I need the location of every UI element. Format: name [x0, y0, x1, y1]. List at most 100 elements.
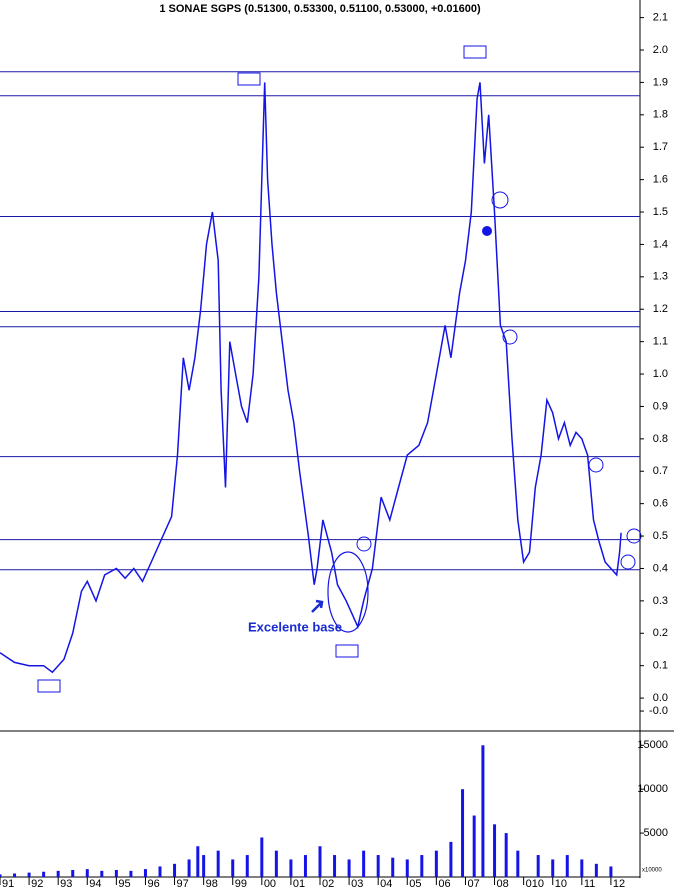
- y-tick-label: 1.7: [653, 141, 668, 153]
- chart-title: 1 SONAE SGPS (0.51300, 0.53300, 0.51100,…: [159, 3, 481, 15]
- volume-bar: [420, 855, 424, 877]
- y-tick-label: 1.8: [653, 109, 668, 121]
- y-tick-label: 1.5: [653, 206, 668, 218]
- x-tick-label: 010: [526, 878, 544, 890]
- volume-bar: [216, 850, 220, 877]
- y-tick-label: -0.0: [649, 705, 668, 717]
- x-tick-label: 99: [235, 878, 247, 890]
- volume-bar: [551, 859, 555, 877]
- x-tick-label: 94: [89, 878, 101, 890]
- volume-bar: [56, 870, 60, 877]
- y-tick-label: 1.9: [653, 76, 668, 88]
- volume-bar: [318, 846, 322, 877]
- volume-bar: [376, 855, 380, 877]
- y-tick-label: 0.8: [653, 433, 668, 445]
- volume-bar: [504, 833, 508, 877]
- marker-dot: [482, 226, 492, 236]
- price-line: [0, 82, 622, 674]
- volume-bar: [565, 855, 569, 877]
- annotation: Excelente base: [248, 619, 342, 634]
- volume-bar: [472, 815, 476, 877]
- volume-bar: [347, 859, 351, 877]
- y-tick-label: 0.2: [653, 627, 668, 639]
- volume-bar: [594, 863, 598, 877]
- volume-bar: [362, 850, 366, 877]
- y-tick-label: 1.1: [653, 336, 668, 348]
- smiley: [502, 329, 518, 345]
- base-ellipse: [327, 551, 369, 633]
- smiley: [356, 536, 372, 552]
- bull-icon: [37, 679, 61, 693]
- volume-tick-label: 15000: [637, 739, 668, 751]
- bear-icon: [237, 72, 261, 86]
- volume-unit: x10000: [642, 868, 662, 874]
- volume-bar: [173, 863, 177, 877]
- y-tick-label: 0.6: [653, 498, 668, 510]
- y-tick-label: 2.1: [653, 12, 668, 24]
- volume-bar: [114, 869, 118, 877]
- volume-bar: [0, 874, 2, 877]
- bull-icon: [335, 644, 359, 658]
- x-tick-label: 05: [409, 878, 421, 890]
- volume-bar: [196, 846, 200, 877]
- x-tick-label: 04: [380, 878, 392, 890]
- x-tick-label: 06: [438, 878, 450, 890]
- y-tick-label: 0.7: [653, 465, 668, 477]
- x-tick-label: 92: [31, 878, 43, 890]
- x-tick-label: 95: [118, 878, 130, 890]
- volume-bar: [143, 869, 147, 877]
- x-tick-label: 01: [293, 878, 305, 890]
- volume-bar: [434, 850, 438, 877]
- x-tick-label: 97: [177, 878, 189, 890]
- arrow: [311, 599, 324, 613]
- x-tick-label: 91: [2, 878, 14, 890]
- volume-bar: [202, 855, 206, 877]
- y-tick-label: 0.3: [653, 595, 668, 607]
- volume-bar: [85, 869, 89, 877]
- volume-bar: [27, 872, 31, 877]
- volume-bar: [158, 866, 162, 877]
- volume-bar: [260, 837, 264, 877]
- volume-bar: [274, 850, 278, 877]
- volume-bar: [516, 850, 520, 877]
- y-tick-label: 1.6: [653, 174, 668, 186]
- bear-icon: [463, 45, 487, 59]
- x-tick-label: 07: [467, 878, 479, 890]
- volume-bar: [187, 859, 191, 877]
- x-tick-label: 96: [147, 878, 159, 890]
- smiley: [491, 191, 509, 209]
- x-tick-label: 12: [613, 878, 625, 890]
- volume-bar: [13, 873, 17, 877]
- y-tick-label: 0.0: [653, 692, 668, 704]
- y-tick-label: 1.4: [653, 238, 668, 250]
- x-tick-label: 08: [497, 878, 509, 890]
- y-tick-label: 0.1: [653, 660, 668, 672]
- x-tick-label: 10: [555, 878, 567, 890]
- y-tick-label: 0.5: [653, 530, 668, 542]
- x-tick-label: 11: [584, 878, 595, 890]
- volume-bar: [231, 859, 235, 877]
- volume-bar: [405, 859, 409, 877]
- y-tick-label: 1.3: [653, 271, 668, 283]
- volume-bar: [449, 841, 453, 877]
- x-tick-label: 98: [206, 878, 218, 890]
- y-tick-label: 2.0: [653, 44, 668, 56]
- volume-tick-label: 5000: [644, 827, 668, 839]
- x-tick-label: 00: [264, 878, 276, 890]
- volume-bar: [333, 855, 337, 877]
- volume-bar: [129, 870, 133, 877]
- volume-bar: [609, 866, 613, 877]
- volume-bar: [580, 859, 584, 877]
- volume-bar: [391, 857, 395, 877]
- volume-bar: [303, 855, 307, 877]
- volume-bar: [536, 855, 540, 877]
- x-tick-label: 93: [60, 878, 72, 890]
- volume-bar: [42, 871, 46, 877]
- x-tick-label: 02: [322, 878, 334, 890]
- volume-bar: [100, 870, 104, 877]
- volume-bar: [71, 869, 75, 877]
- volume-bar: [493, 824, 497, 877]
- volume-tick-label: 10000: [637, 783, 668, 795]
